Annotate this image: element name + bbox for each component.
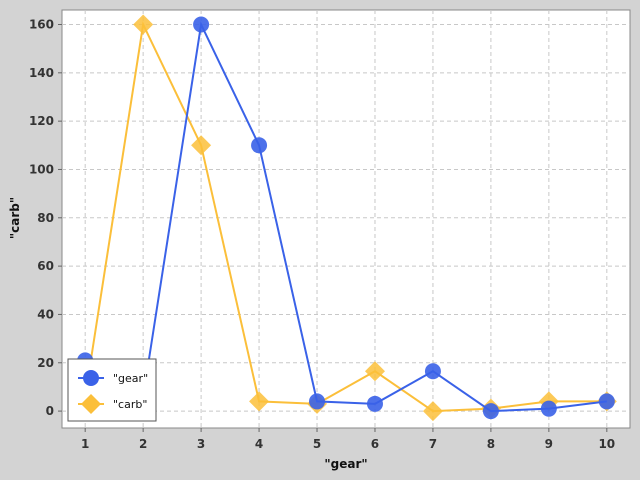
point-gear (482, 403, 499, 420)
x-axis-label: "gear" (324, 457, 367, 471)
point-carb (191, 135, 212, 156)
point-gear (193, 16, 210, 33)
point-gear (309, 393, 326, 410)
legend-label-carb: "carb" (113, 398, 147, 411)
point-gear (366, 395, 383, 412)
y-tick-label: 40 (37, 307, 54, 321)
point-gear (540, 400, 557, 417)
x-tick-label: 4 (255, 437, 263, 451)
y-tick-label: 120 (29, 114, 54, 128)
y-tick-label: 100 (29, 162, 54, 176)
y-tick-label: 0 (46, 404, 54, 418)
point-carb (249, 391, 270, 412)
grid (62, 10, 630, 428)
legend-box (67, 358, 157, 422)
point-gear (424, 363, 441, 380)
point-gear (251, 137, 268, 154)
x-tick-label: 9 (545, 437, 553, 451)
x-tick-label: 2 (139, 437, 147, 451)
y-axis-label: "carb" (8, 197, 22, 239)
legend: "gear" "carb" (67, 358, 157, 422)
x-tick-label: 8 (487, 437, 495, 451)
legend-label-gear: "gear" (113, 372, 148, 385)
y-tick-label: 20 (37, 356, 54, 370)
x-tick-label: 7 (429, 437, 437, 451)
point-carb (133, 14, 154, 35)
plot-background (61, 9, 631, 429)
series-line-carb (84, 21, 607, 413)
y-tick-label: 160 (29, 17, 54, 31)
x-tick-label: 1 (81, 437, 89, 451)
x-tick-label: 10 (598, 437, 615, 451)
x-axis-ticks: 1 2 3 4 5 6 7 8 9 10 (81, 428, 615, 451)
x-tick-label: 5 (313, 437, 321, 451)
legend-marker-gear (83, 370, 99, 386)
y-axis-ticks: 0 20 40 60 80 100 120 140 160 (29, 17, 62, 418)
x-tick-label: 6 (371, 437, 379, 451)
y-tick-label: 80 (37, 211, 54, 225)
legend-marker-carb (81, 394, 101, 414)
point-gear (598, 393, 615, 410)
y-tick-label: 140 (29, 66, 54, 80)
series-line-gear (84, 21, 607, 413)
point-carb (422, 401, 443, 422)
point-carb (364, 361, 385, 382)
y-tick-label: 60 (37, 259, 54, 273)
x-tick-label: 3 (197, 437, 205, 451)
